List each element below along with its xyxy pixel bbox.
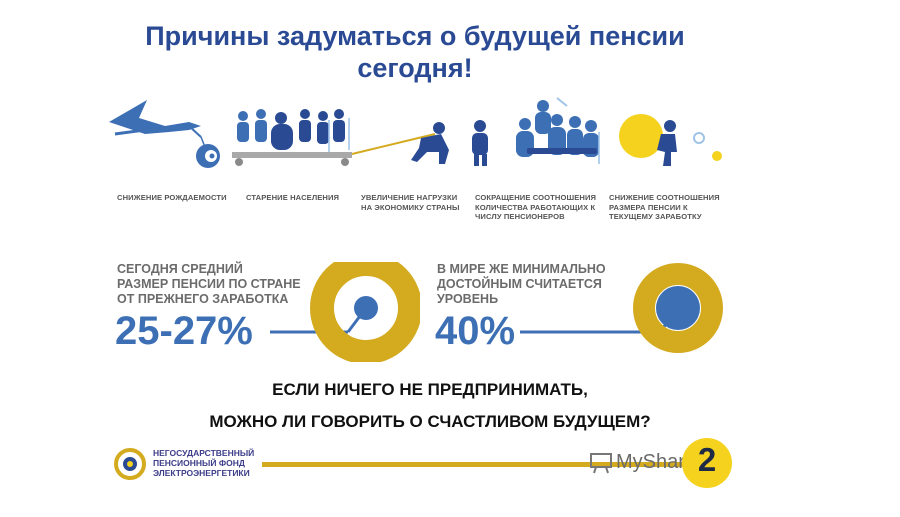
stat-1-ring [270, 262, 420, 362]
question-line-1: ЕСЛИ НИЧЕГО НЕ ПРЕДПРИНИМАТЬ, [272, 380, 588, 399]
presentation-board-icon [590, 453, 612, 474]
person-pushing-coin-icon [619, 114, 722, 166]
fund-logo-icon [114, 448, 146, 480]
fund-logo-text: НЕГОСУДАРСТВЕННЫЙ ПЕНСИОННЫЙ ФОНД ЭЛЕКТР… [153, 448, 255, 478]
stat-2-text: В МИРЕ ЖЕ МИНИМАЛЬНО ДОСТОЙНЫМ СЧИТАЕТСЯ… [437, 262, 606, 306]
reasons-illustration [109, 97, 722, 168]
title-line-2: сегодня! [357, 53, 473, 83]
reason-label-workers-ratio: СОКРАЩЕНИЕ СООТНОШЕНИЯ КОЛИЧЕСТВА РАБОТА… [475, 193, 597, 221]
stat-2-value: 40% [435, 309, 516, 353]
question-line-2: МОЖНО ЛИ ГОВОРИТЬ О СЧАСТЛИВОМ БУДУЩЕМ? [209, 412, 651, 431]
footer-divider [262, 462, 702, 467]
page-title: Причины задуматься о будущей пенсии сего… [90, 20, 740, 84]
stat-2-ring [520, 263, 723, 353]
page-number-badge [682, 438, 732, 488]
rope-icon [351, 133, 436, 155]
stat-1-text: СЕГОДНЯ СРЕДНИЙ РАЗМЕР ПЕНСИИ ПО СТРАНЕ … [117, 262, 301, 306]
person-pulling-load-icon [411, 122, 449, 164]
stat-1-value: 25-27% [115, 309, 253, 353]
reason-label-birth-rate: СНИЖЕНИЕ РОЖДАЕМОСТИ [117, 193, 227, 202]
reason-label-pension-ratio: СНИЖЕНИЕ СООТНОШЕНИЯ РАЗМЕРА ПЕНСИИ К ТЕ… [609, 193, 720, 221]
reason-label-economy-load: УВЕЛИЧЕНИЕ НАГРУЗКИ НА ЭКОНОМИКУ СТРАНЫ [361, 193, 460, 212]
workers-pensioners-icon [472, 97, 600, 166]
page-number: 2 [697, 441, 717, 478]
title-line-1: Причины задуматься о будущей пенсии [145, 21, 685, 51]
elderly-people-icon [232, 109, 352, 166]
stork-icon [109, 100, 220, 168]
reason-label-aging: СТАРЕНИЕ НАСЕЛЕНИЯ [246, 193, 340, 202]
